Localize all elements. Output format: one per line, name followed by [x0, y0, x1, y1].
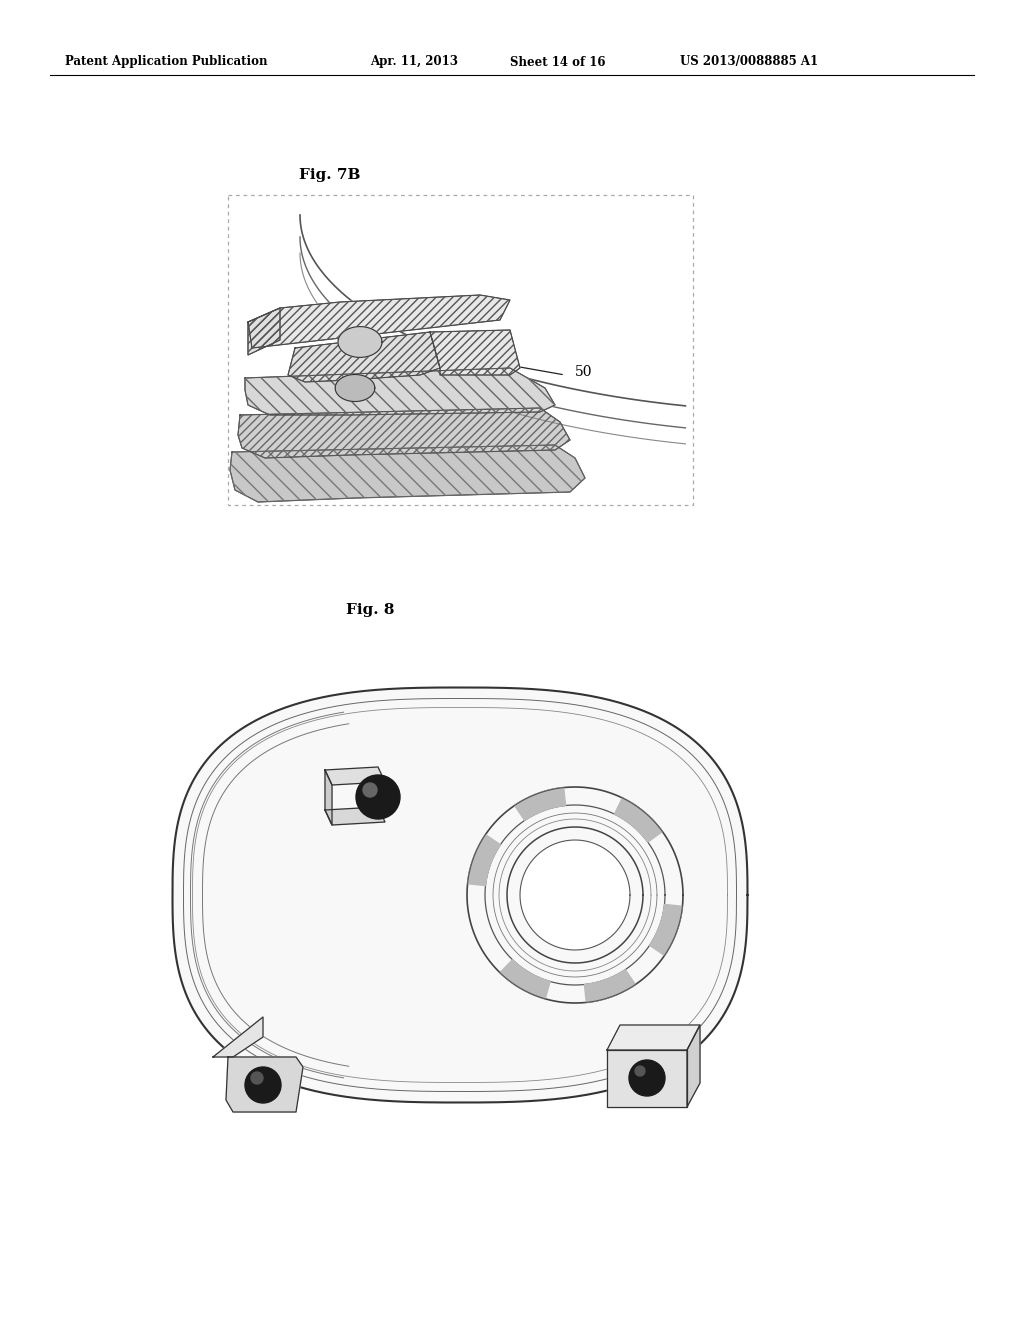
Circle shape — [629, 1060, 665, 1096]
Circle shape — [251, 1072, 263, 1084]
Polygon shape — [687, 1026, 700, 1107]
Bar — [228, 195, 693, 506]
Polygon shape — [288, 333, 440, 381]
Polygon shape — [230, 445, 585, 502]
Polygon shape — [520, 840, 630, 950]
Text: Sheet 14 of 16: Sheet 14 of 16 — [510, 55, 605, 69]
Polygon shape — [607, 1049, 687, 1107]
Polygon shape — [325, 767, 385, 785]
Polygon shape — [213, 1016, 263, 1057]
Circle shape — [245, 1067, 281, 1104]
Text: Apr. 11, 2013: Apr. 11, 2013 — [370, 55, 458, 69]
Polygon shape — [607, 1026, 700, 1049]
Polygon shape — [325, 770, 332, 825]
Polygon shape — [649, 904, 682, 956]
Polygon shape — [614, 797, 663, 842]
Polygon shape — [515, 788, 565, 821]
Polygon shape — [468, 834, 501, 886]
Polygon shape — [500, 960, 550, 999]
Polygon shape — [325, 807, 385, 825]
Polygon shape — [226, 1057, 303, 1111]
Polygon shape — [338, 326, 382, 358]
Polygon shape — [248, 308, 280, 355]
Polygon shape — [172, 688, 748, 1102]
Polygon shape — [335, 375, 375, 401]
Text: 50: 50 — [575, 366, 593, 379]
Polygon shape — [585, 970, 636, 1002]
Text: Patent Application Publication: Patent Application Publication — [65, 55, 267, 69]
Circle shape — [362, 783, 377, 797]
Polygon shape — [430, 330, 520, 375]
Polygon shape — [238, 408, 570, 458]
Text: Fig. 8: Fig. 8 — [346, 603, 394, 616]
Polygon shape — [245, 368, 555, 414]
Text: US 2013/0088885 A1: US 2013/0088885 A1 — [680, 55, 818, 69]
Circle shape — [635, 1067, 645, 1076]
Circle shape — [356, 775, 400, 818]
Text: Fig. 7B: Fig. 7B — [299, 168, 360, 182]
Polygon shape — [248, 294, 510, 348]
